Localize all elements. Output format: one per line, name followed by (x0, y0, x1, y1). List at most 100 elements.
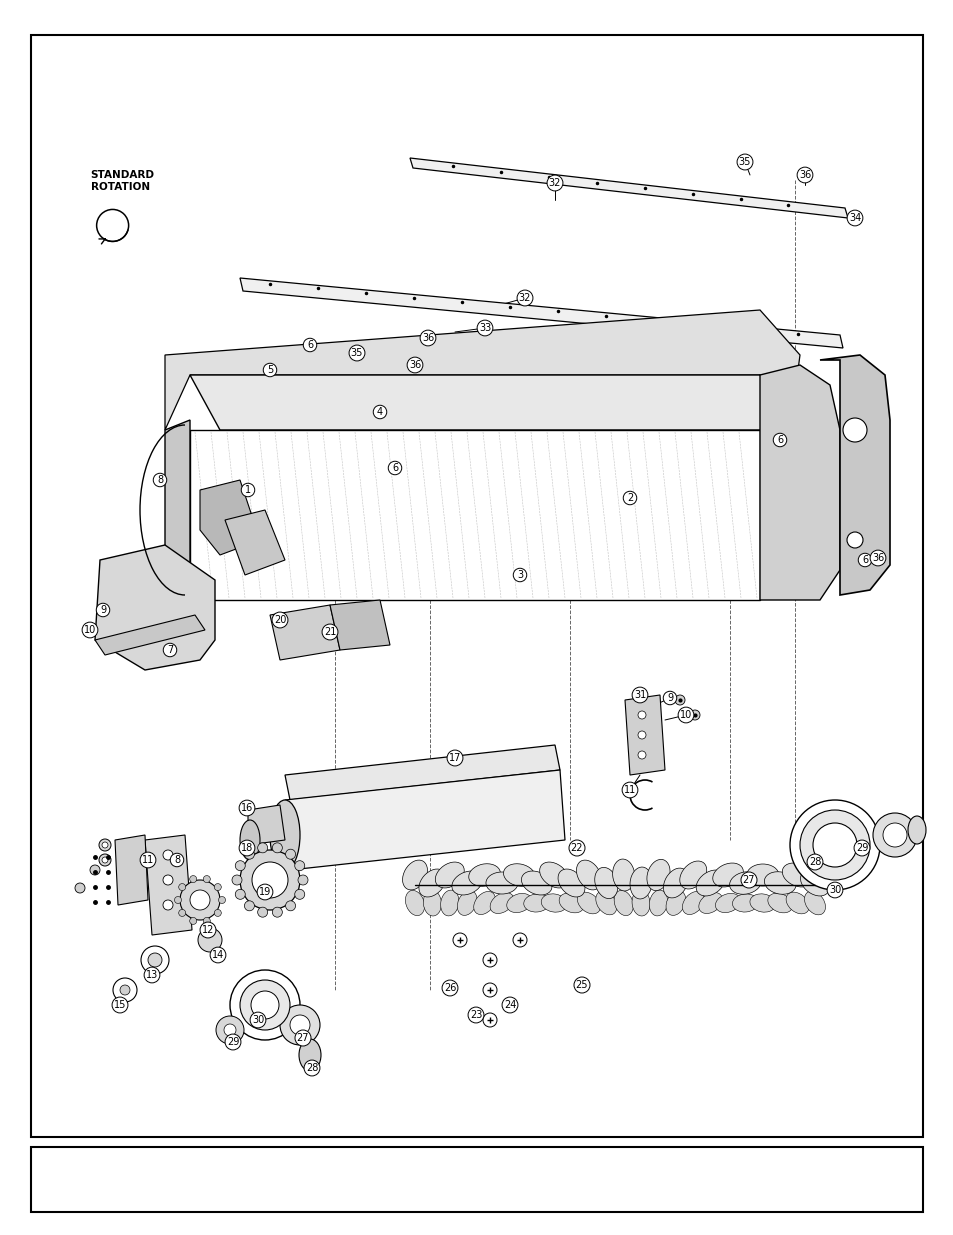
Polygon shape (410, 158, 847, 219)
Circle shape (453, 932, 467, 947)
Ellipse shape (729, 872, 760, 894)
Bar (31, 1147, 922, 1212)
Ellipse shape (440, 890, 458, 916)
Polygon shape (200, 480, 260, 555)
Text: 14: 14 (212, 950, 224, 960)
Ellipse shape (614, 890, 633, 915)
Circle shape (163, 876, 172, 885)
Polygon shape (165, 310, 800, 430)
Text: 6: 6 (307, 340, 313, 350)
Circle shape (102, 857, 108, 863)
Circle shape (148, 953, 162, 967)
Text: 35: 35 (351, 348, 363, 358)
Ellipse shape (506, 893, 532, 913)
Ellipse shape (612, 860, 634, 890)
Text: 7: 7 (167, 645, 172, 655)
Circle shape (215, 1016, 244, 1044)
Ellipse shape (649, 890, 667, 916)
Text: 30: 30 (828, 885, 841, 895)
Circle shape (675, 695, 684, 705)
Polygon shape (285, 769, 564, 869)
Circle shape (285, 850, 295, 860)
Ellipse shape (681, 892, 703, 914)
Circle shape (513, 932, 526, 947)
Text: 31: 31 (633, 690, 645, 700)
Polygon shape (225, 510, 285, 576)
Ellipse shape (435, 862, 464, 888)
Text: 11: 11 (142, 855, 154, 864)
Circle shape (224, 1024, 235, 1036)
Text: 28: 28 (306, 1063, 318, 1073)
Text: 17: 17 (448, 753, 460, 763)
Text: 13: 13 (146, 969, 158, 981)
Circle shape (230, 969, 299, 1040)
Circle shape (257, 908, 268, 918)
Circle shape (235, 861, 245, 871)
Polygon shape (115, 835, 148, 905)
Ellipse shape (800, 869, 828, 895)
Text: 12: 12 (202, 925, 214, 935)
Ellipse shape (596, 892, 617, 915)
Ellipse shape (699, 893, 721, 914)
Ellipse shape (540, 894, 566, 913)
Circle shape (90, 864, 100, 876)
Ellipse shape (418, 869, 445, 897)
Circle shape (163, 900, 172, 910)
Text: 25: 25 (576, 981, 588, 990)
Ellipse shape (785, 892, 808, 914)
Ellipse shape (468, 863, 500, 887)
Circle shape (290, 1015, 310, 1035)
Ellipse shape (270, 800, 299, 869)
Text: 15: 15 (113, 1000, 126, 1010)
Ellipse shape (503, 863, 535, 887)
Polygon shape (248, 805, 285, 845)
Text: STANDARD
ROTATION: STANDARD ROTATION (91, 170, 154, 191)
Circle shape (75, 883, 85, 893)
Polygon shape (95, 615, 205, 655)
Ellipse shape (558, 869, 584, 897)
Text: 33: 33 (478, 324, 491, 333)
Ellipse shape (732, 894, 758, 911)
Polygon shape (165, 420, 190, 600)
Ellipse shape (632, 890, 649, 916)
Circle shape (846, 532, 862, 548)
Circle shape (174, 897, 181, 904)
Text: 36: 36 (421, 333, 434, 343)
Circle shape (214, 909, 221, 916)
Circle shape (638, 731, 645, 739)
Circle shape (882, 823, 906, 847)
Text: 26: 26 (443, 983, 456, 993)
Polygon shape (345, 535, 844, 590)
Text: 20: 20 (274, 615, 286, 625)
Bar (31, 35, 922, 1137)
Ellipse shape (577, 892, 599, 914)
Polygon shape (330, 600, 390, 650)
Circle shape (482, 983, 497, 997)
Circle shape (244, 850, 254, 860)
Ellipse shape (767, 893, 792, 913)
Ellipse shape (405, 890, 424, 915)
Ellipse shape (629, 867, 652, 899)
Ellipse shape (803, 892, 824, 915)
Ellipse shape (298, 1039, 320, 1071)
Polygon shape (439, 459, 859, 525)
Circle shape (251, 990, 278, 1019)
Circle shape (800, 810, 869, 881)
Ellipse shape (474, 892, 495, 914)
Polygon shape (95, 545, 214, 671)
Ellipse shape (485, 872, 517, 894)
Text: 3: 3 (517, 571, 522, 580)
Text: 8: 8 (173, 855, 180, 864)
Ellipse shape (712, 863, 742, 887)
Ellipse shape (696, 869, 724, 895)
Circle shape (190, 918, 196, 925)
Ellipse shape (490, 893, 514, 914)
Circle shape (180, 881, 220, 920)
Circle shape (112, 978, 137, 1002)
Circle shape (163, 850, 172, 860)
Circle shape (297, 876, 308, 885)
Ellipse shape (594, 867, 618, 899)
Text: 10: 10 (84, 625, 96, 635)
Circle shape (190, 890, 210, 910)
Circle shape (482, 1013, 497, 1028)
